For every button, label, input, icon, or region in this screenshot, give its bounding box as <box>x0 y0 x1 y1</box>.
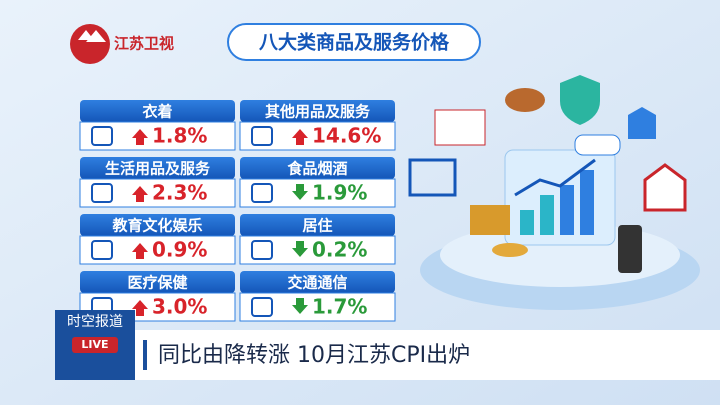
logo: 江苏卫视 <box>70 24 174 64</box>
headline-accent <box>143 340 147 370</box>
item-icon <box>91 183 113 203</box>
headline-bar <box>55 330 720 380</box>
item-name: 教育文化娱乐 <box>111 217 202 235</box>
item-label-bar <box>80 271 235 293</box>
live-badge <box>72 337 118 353</box>
item-label-bar <box>240 100 395 122</box>
direction-arrow <box>132 300 148 316</box>
item-name: 其他用品及服务 <box>265 103 371 121</box>
direction-arrow <box>292 298 308 314</box>
item-value: 14.6% <box>312 124 381 148</box>
item-value: 0.9% <box>152 238 207 262</box>
item-icon <box>251 240 273 260</box>
item-icon <box>91 126 113 146</box>
program-name: 时空报道 <box>67 314 123 330</box>
direction-arrow <box>132 186 148 202</box>
direction-arrow <box>292 241 308 257</box>
direction-arrow <box>292 184 308 200</box>
item-value: 0.2% <box>312 238 367 262</box>
item-value: 1.7% <box>312 295 367 319</box>
direction-arrow <box>292 129 308 145</box>
item-grid: 衣着 1.8% 其他用品及服务 14.6% 生活用品及服务 2.3% 食品烟酒 1.9% 教育文… <box>79 100 396 322</box>
item-name: 居住 <box>302 217 332 235</box>
item-value: 3.0% <box>152 295 207 319</box>
direction-arrow <box>132 129 148 145</box>
item-label-bar <box>240 157 395 179</box>
title-pill <box>227 23 481 61</box>
item-name: 食品烟酒 <box>287 160 347 178</box>
illustration <box>408 75 700 310</box>
item-icon <box>91 240 113 260</box>
item-label-bar <box>80 157 235 179</box>
item-icon <box>251 183 273 203</box>
item-label-bar <box>240 214 395 236</box>
direction-arrow <box>132 243 148 259</box>
live-text: LIVE <box>81 338 108 351</box>
item-label-bar <box>80 214 235 236</box>
item-name: 交通通信 <box>287 274 347 292</box>
item-name: 医疗保健 <box>127 274 187 292</box>
headline: 同比由降转涨 10月江苏CPI出炉 <box>158 343 470 368</box>
item-icon <box>251 297 273 317</box>
title: 八大类商品及服务价格 <box>259 31 450 54</box>
item-label-bar <box>240 271 395 293</box>
item-icon <box>251 126 273 146</box>
item-name: 衣着 <box>142 103 172 121</box>
logo-text: 江苏卫视 <box>114 35 174 53</box>
item-label-bar <box>80 100 235 122</box>
item-value: 1.9% <box>312 181 367 205</box>
item-name: 生活用品及服务 <box>105 160 211 178</box>
item-value: 2.3% <box>152 181 207 205</box>
item-value: 1.8% <box>152 124 207 148</box>
